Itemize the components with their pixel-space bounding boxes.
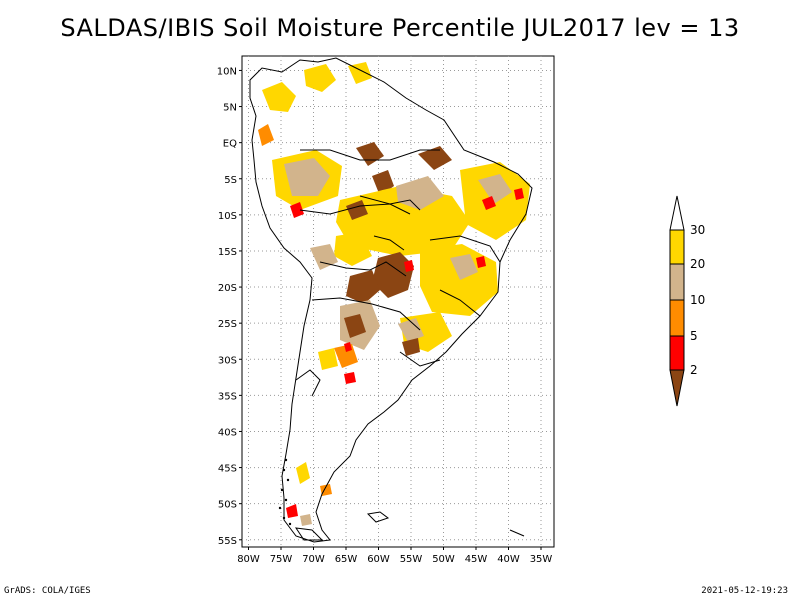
lat-label: 15S xyxy=(218,247,237,258)
patch-tan xyxy=(310,244,338,270)
legend-above-30 xyxy=(669,195,685,231)
lat-label: EQ xyxy=(223,139,237,150)
patch-yellow xyxy=(262,82,296,112)
map-title: SALDAS/IBIS Soil Moisture Percentile JUL… xyxy=(60,14,740,42)
patch-tan xyxy=(300,514,312,526)
patch-brown xyxy=(356,142,384,166)
border xyxy=(300,149,440,161)
legend-level-10: 10 xyxy=(690,293,705,307)
patch-yellow xyxy=(318,348,338,370)
lat-label: 30S xyxy=(218,355,237,366)
border xyxy=(359,195,421,211)
lon-label: 40W xyxy=(497,554,520,565)
lon-label: 80W xyxy=(237,554,260,565)
legend-level-5: 5 xyxy=(690,329,698,343)
patch-brown xyxy=(344,314,366,338)
patch-red xyxy=(404,260,414,272)
patch-red xyxy=(482,196,496,210)
lon-label: 50W xyxy=(432,554,455,565)
border xyxy=(439,289,481,317)
border xyxy=(399,351,441,367)
border xyxy=(311,297,421,331)
lat-label: 10S xyxy=(218,211,237,222)
lon-label: 45W xyxy=(465,554,488,565)
legend-level-20: 20 xyxy=(690,257,705,271)
patch-yellow xyxy=(336,186,470,256)
lon-label: 35W xyxy=(530,554,553,565)
patch-tan xyxy=(478,174,512,204)
legend-10-20 xyxy=(669,263,685,301)
footer-timestamp: 2021-05-12-19:23 xyxy=(701,586,788,596)
footer-credit: GrADS: COLA/IGES xyxy=(4,586,91,596)
border xyxy=(319,261,407,277)
patch-yellow xyxy=(296,462,310,484)
patch-tan xyxy=(284,158,330,196)
patch-tan xyxy=(396,176,444,210)
island xyxy=(509,529,525,537)
patch-orange xyxy=(258,124,274,146)
island xyxy=(366,511,390,523)
colorbar-legend: 30 20 10 5 2 xyxy=(669,195,705,407)
latitude-labels: 10N 5N EQ 5S 10S 15S 20S 25S 30S 35S 40S 45S 50S 55S xyxy=(217,66,237,546)
lat-label: 25S xyxy=(218,319,237,330)
patch-red xyxy=(290,202,304,218)
patch-red xyxy=(476,256,486,268)
graticule xyxy=(239,56,554,550)
patch-red xyxy=(286,504,298,518)
longitude-labels: 80W 75W 70W 65W 60W 55W 50W 45W 40W 35W xyxy=(237,554,552,565)
legend-level-2: 2 xyxy=(690,363,698,377)
lat-label: 50S xyxy=(218,500,237,511)
legend-20-30 xyxy=(669,229,685,265)
border xyxy=(295,369,321,397)
soil-moisture-shading xyxy=(258,62,530,526)
lat-label: 5S xyxy=(224,175,237,186)
lon-label: 60W xyxy=(367,554,390,565)
legend-2-5 xyxy=(669,335,685,371)
lon-label: 75W xyxy=(270,554,293,565)
lon-label: 70W xyxy=(302,554,325,565)
coastline xyxy=(249,57,533,543)
lat-label: 20S xyxy=(218,283,237,294)
patch-yellow xyxy=(304,64,336,92)
patch-yellow xyxy=(334,232,372,266)
patch-brown xyxy=(402,338,420,356)
lon-label: 65W xyxy=(335,554,358,565)
chile-fjords xyxy=(278,458,292,526)
patch-red xyxy=(514,188,524,200)
patch-red xyxy=(344,342,352,352)
patch-brown xyxy=(346,200,368,220)
lat-label: 5N xyxy=(223,103,237,114)
legend-5-10 xyxy=(669,299,685,337)
patch-brown xyxy=(418,146,452,170)
border xyxy=(373,235,405,251)
map-frame xyxy=(241,55,555,548)
lat-label: 40S xyxy=(218,427,237,438)
patch-tan xyxy=(398,318,424,342)
legend-below-2 xyxy=(669,369,685,407)
border xyxy=(299,203,411,215)
lat-label: 45S xyxy=(218,464,237,475)
lon-label: 55W xyxy=(400,554,423,565)
lat-label: 35S xyxy=(218,391,237,402)
island xyxy=(294,527,324,541)
patch-tan xyxy=(450,254,478,280)
continent-outline xyxy=(249,57,533,543)
patch-yellow xyxy=(420,244,498,316)
patch-brown xyxy=(346,270,380,304)
lat-label: 55S xyxy=(218,536,237,547)
lat-label: 10N xyxy=(217,66,237,77)
patch-red xyxy=(344,372,356,384)
legend-level-30: 30 xyxy=(690,223,705,237)
border xyxy=(429,235,501,263)
